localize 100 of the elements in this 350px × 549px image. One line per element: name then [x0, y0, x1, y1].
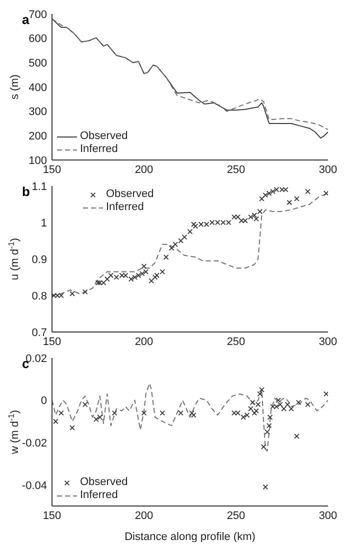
point — [97, 414, 102, 420]
point — [288, 406, 294, 412]
point — [262, 192, 268, 198]
point — [136, 272, 142, 278]
point — [52, 292, 56, 298]
point — [168, 245, 174, 251]
y-tick-label: 0.9 — [32, 254, 47, 266]
point — [112, 410, 118, 416]
point — [154, 272, 160, 278]
point — [257, 391, 263, 397]
point — [143, 269, 148, 274]
x-tick-label: 250 — [226, 336, 246, 348]
legend-label: Observed — [80, 476, 128, 489]
point — [252, 212, 258, 218]
point — [305, 188, 310, 194]
point — [187, 228, 193, 234]
point — [82, 402, 88, 408]
x-axis-title: Distance along profile (km) — [124, 531, 256, 543]
point — [70, 291, 75, 296]
point — [189, 410, 194, 416]
point — [242, 218, 248, 224]
y-tick-label: 0.02 — [26, 352, 47, 365]
point — [160, 269, 166, 274]
point — [178, 238, 184, 244]
legend-label: Inferred — [106, 201, 144, 214]
point — [104, 276, 110, 282]
point — [276, 398, 281, 403]
chart-title: a — [22, 12, 30, 27]
x-tick-label: 150 — [42, 336, 62, 348]
x-tick-label: 250 — [226, 164, 246, 176]
y-tick-label: 200 — [28, 130, 47, 143]
point — [305, 402, 310, 408]
x-tick-label: 150 — [42, 510, 62, 522]
point — [238, 218, 244, 224]
point — [160, 410, 166, 416]
point — [260, 444, 266, 450]
y-tick-label: 1 — [40, 217, 47, 230]
point — [296, 400, 302, 406]
point — [294, 434, 300, 439]
point — [122, 272, 128, 278]
point — [266, 190, 272, 196]
line-series — [52, 382, 328, 452]
point — [324, 190, 328, 196]
point — [266, 423, 272, 428]
point — [235, 410, 240, 416]
point — [128, 276, 134, 282]
y-tick-label: 0 — [40, 395, 47, 408]
point — [284, 402, 290, 408]
point — [232, 410, 237, 416]
point — [191, 412, 196, 418]
point — [178, 410, 184, 416]
y-tick-label: 400 — [28, 82, 47, 94]
point — [141, 410, 147, 416]
chart-title: b — [22, 184, 30, 199]
point — [53, 418, 58, 424]
point — [294, 196, 300, 202]
point — [262, 484, 268, 490]
legend-label: Inferred — [80, 143, 118, 156]
point — [259, 387, 264, 392]
point — [82, 289, 88, 294]
point — [252, 410, 258, 416]
x-tick-label: 200 — [134, 510, 154, 522]
point — [141, 264, 147, 269]
legend-label: Observed — [80, 130, 128, 143]
point — [244, 412, 250, 418]
x-tick-label: 200 — [134, 336, 154, 348]
point — [283, 187, 288, 192]
x-tick-label: 300 — [318, 510, 338, 522]
point — [257, 208, 263, 214]
y-tick-label: 500 — [28, 58, 47, 70]
point — [324, 391, 328, 397]
point — [140, 270, 145, 276]
y-tick-label: 600 — [28, 33, 47, 46]
point — [94, 416, 99, 422]
y-tick-label: 300 — [28, 106, 47, 118]
x-tick-label: 150 — [42, 164, 62, 176]
x-tick-label: 300 — [318, 336, 338, 348]
point — [278, 402, 283, 408]
legend-label: Observed — [106, 188, 154, 201]
point — [274, 404, 280, 410]
point — [58, 292, 64, 298]
point — [172, 242, 178, 248]
point — [58, 410, 64, 416]
point — [163, 254, 169, 260]
y-tick-label: 0.8 — [32, 290, 47, 302]
x-tick-label: 250 — [226, 510, 246, 522]
legend-label: Inferred — [80, 489, 118, 502]
point — [281, 406, 286, 412]
point — [182, 234, 188, 240]
point — [267, 414, 273, 420]
point — [235, 214, 240, 220]
point — [54, 292, 60, 298]
point — [270, 188, 276, 194]
point — [152, 274, 158, 280]
y-tick-label: 1.1 — [32, 180, 47, 193]
point — [286, 200, 292, 206]
x-tick-label: 300 — [318, 164, 338, 176]
point — [259, 196, 264, 202]
point — [97, 280, 102, 286]
point — [132, 274, 138, 280]
